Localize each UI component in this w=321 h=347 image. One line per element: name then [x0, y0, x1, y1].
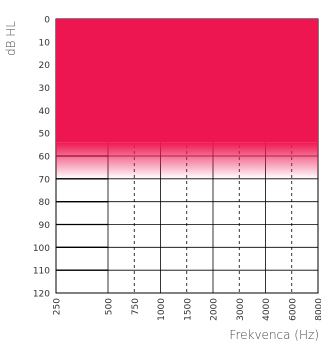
hearing-loss-region [56, 19, 318, 179]
x-tick-label: 250 [53, 298, 63, 315]
y-tick-label: 30 [39, 84, 51, 94]
x-tick-label: 3000 [236, 298, 246, 321]
y-tick-label: 20 [39, 61, 51, 71]
y-axis-ticks: 0 10 20 30 40 50 60 70 80 90 100 110 120 [33, 16, 50, 300]
x-tick-label: 8000 [315, 298, 321, 321]
x-tick-label: 4000 [262, 298, 272, 321]
hearing-loss-solid [56, 19, 318, 143]
hearing-loss-fade [56, 142, 318, 179]
y-tick-label: 90 [39, 221, 51, 231]
x-tick-label: 6000 [288, 298, 298, 321]
x-axis-ticks: 250 500 750 1000 1500 2000 3000 4000 6000 8000 [53, 298, 321, 321]
y-tick-label: 60 [39, 153, 51, 163]
y-tick-label: 80 [39, 198, 51, 208]
x-tick-label: 2000 [210, 298, 220, 321]
x-tick-label: 1000 [157, 298, 167, 321]
y-axis-label: dB HL [4, 21, 18, 56]
y-tick-label: 110 [33, 267, 50, 277]
x-axis-label: Frekvenca (Hz) [229, 328, 319, 342]
y-tick-label: 70 [39, 175, 51, 185]
x-tick-label: 500 [105, 298, 115, 315]
x-tick-label: 1500 [183, 298, 193, 321]
y-tick-label: 120 [33, 290, 50, 300]
x-tick-label: 750 [131, 298, 141, 315]
y-tick-label: 0 [44, 16, 50, 26]
y-tick-label: 50 [39, 130, 51, 140]
y-tick-label: 100 [33, 244, 50, 254]
y-tick-label: 40 [39, 107, 51, 117]
y-tick-label: 10 [39, 38, 51, 48]
